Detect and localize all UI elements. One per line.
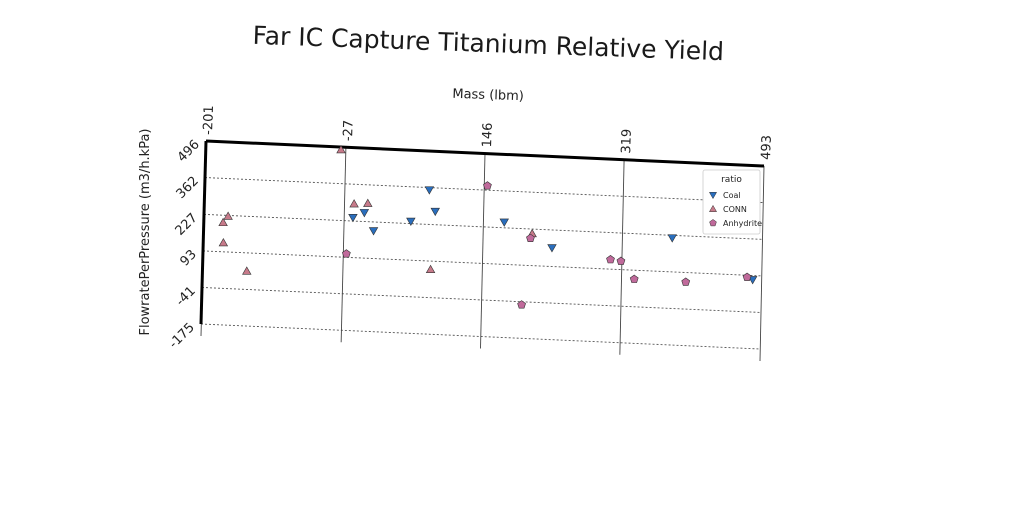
y-tick-label: 227 xyxy=(173,211,201,239)
point-coal xyxy=(348,214,358,223)
point-anhydrite xyxy=(629,274,639,283)
point-anhydrite xyxy=(342,249,351,258)
point-conn xyxy=(218,238,229,247)
x-tick-label: -27 xyxy=(341,120,357,142)
point-conn xyxy=(425,264,436,274)
point-anhydrite xyxy=(483,181,492,190)
point-coal xyxy=(406,217,416,226)
x-tick-label: -201 xyxy=(201,105,217,135)
y-axis-line xyxy=(199,140,208,325)
legend-marker-anhydrite xyxy=(709,219,717,227)
x-axis-label: Mass (lbm) xyxy=(452,87,524,104)
point-anhydrite xyxy=(526,233,535,242)
point-coal xyxy=(667,234,677,243)
y-tick-label: 362 xyxy=(174,174,202,202)
y-gridline xyxy=(201,287,761,313)
x-tick-line xyxy=(759,165,765,362)
point-coal xyxy=(547,244,557,253)
y-gridline xyxy=(200,323,761,350)
point-coal xyxy=(359,209,370,218)
x-tick-line xyxy=(480,153,486,349)
point-coal xyxy=(368,227,379,236)
point-conn xyxy=(363,198,373,207)
point-conn xyxy=(218,217,228,227)
legend-marker-coal xyxy=(708,192,718,200)
point-coal xyxy=(499,218,509,227)
point-conn xyxy=(336,144,346,154)
legend-title: ratio xyxy=(721,175,742,185)
x-tick-line xyxy=(619,159,625,355)
y-gridline xyxy=(202,250,762,277)
y-gridline xyxy=(204,177,764,203)
point-anhydrite xyxy=(517,300,526,309)
point-conn xyxy=(223,211,233,220)
plot-area: -201 -27 146 319 493 -175 -41 93 227 362 496 ratio C… xyxy=(166,105,775,362)
chart-title: Far IC Capture Titanium Relative Yield xyxy=(252,21,724,66)
y-tick-label: -175 xyxy=(166,320,197,351)
point-anhydrite xyxy=(606,255,615,264)
y-tick-label: 496 xyxy=(175,137,203,165)
legend-label-conn: CONN xyxy=(723,205,747,214)
x-axis-line xyxy=(205,139,765,168)
x-tick-line xyxy=(340,147,347,343)
x-tick-label: 493 xyxy=(759,135,775,160)
point-anhydrite xyxy=(681,277,691,286)
x-tick-label: 319 xyxy=(619,129,635,154)
point-coal xyxy=(424,186,435,195)
point-conn xyxy=(349,199,359,208)
point-anhydrite xyxy=(616,256,626,265)
y-tick-label: -41 xyxy=(173,284,199,310)
point-conn xyxy=(242,266,252,275)
legend-label-anhydrite: Anhydrite xyxy=(723,219,762,228)
point-coal xyxy=(430,207,440,217)
x-tick-label: 146 xyxy=(480,122,496,147)
legend-marker-conn xyxy=(708,204,718,212)
legend-label-coal: Coal xyxy=(723,191,741,200)
legend-box xyxy=(702,169,761,235)
y-tick-label: 93 xyxy=(178,247,200,269)
y-axis-label: FlowratePerPressure (m3/h.kPa) xyxy=(138,128,153,335)
point-anhydrite xyxy=(742,272,752,281)
